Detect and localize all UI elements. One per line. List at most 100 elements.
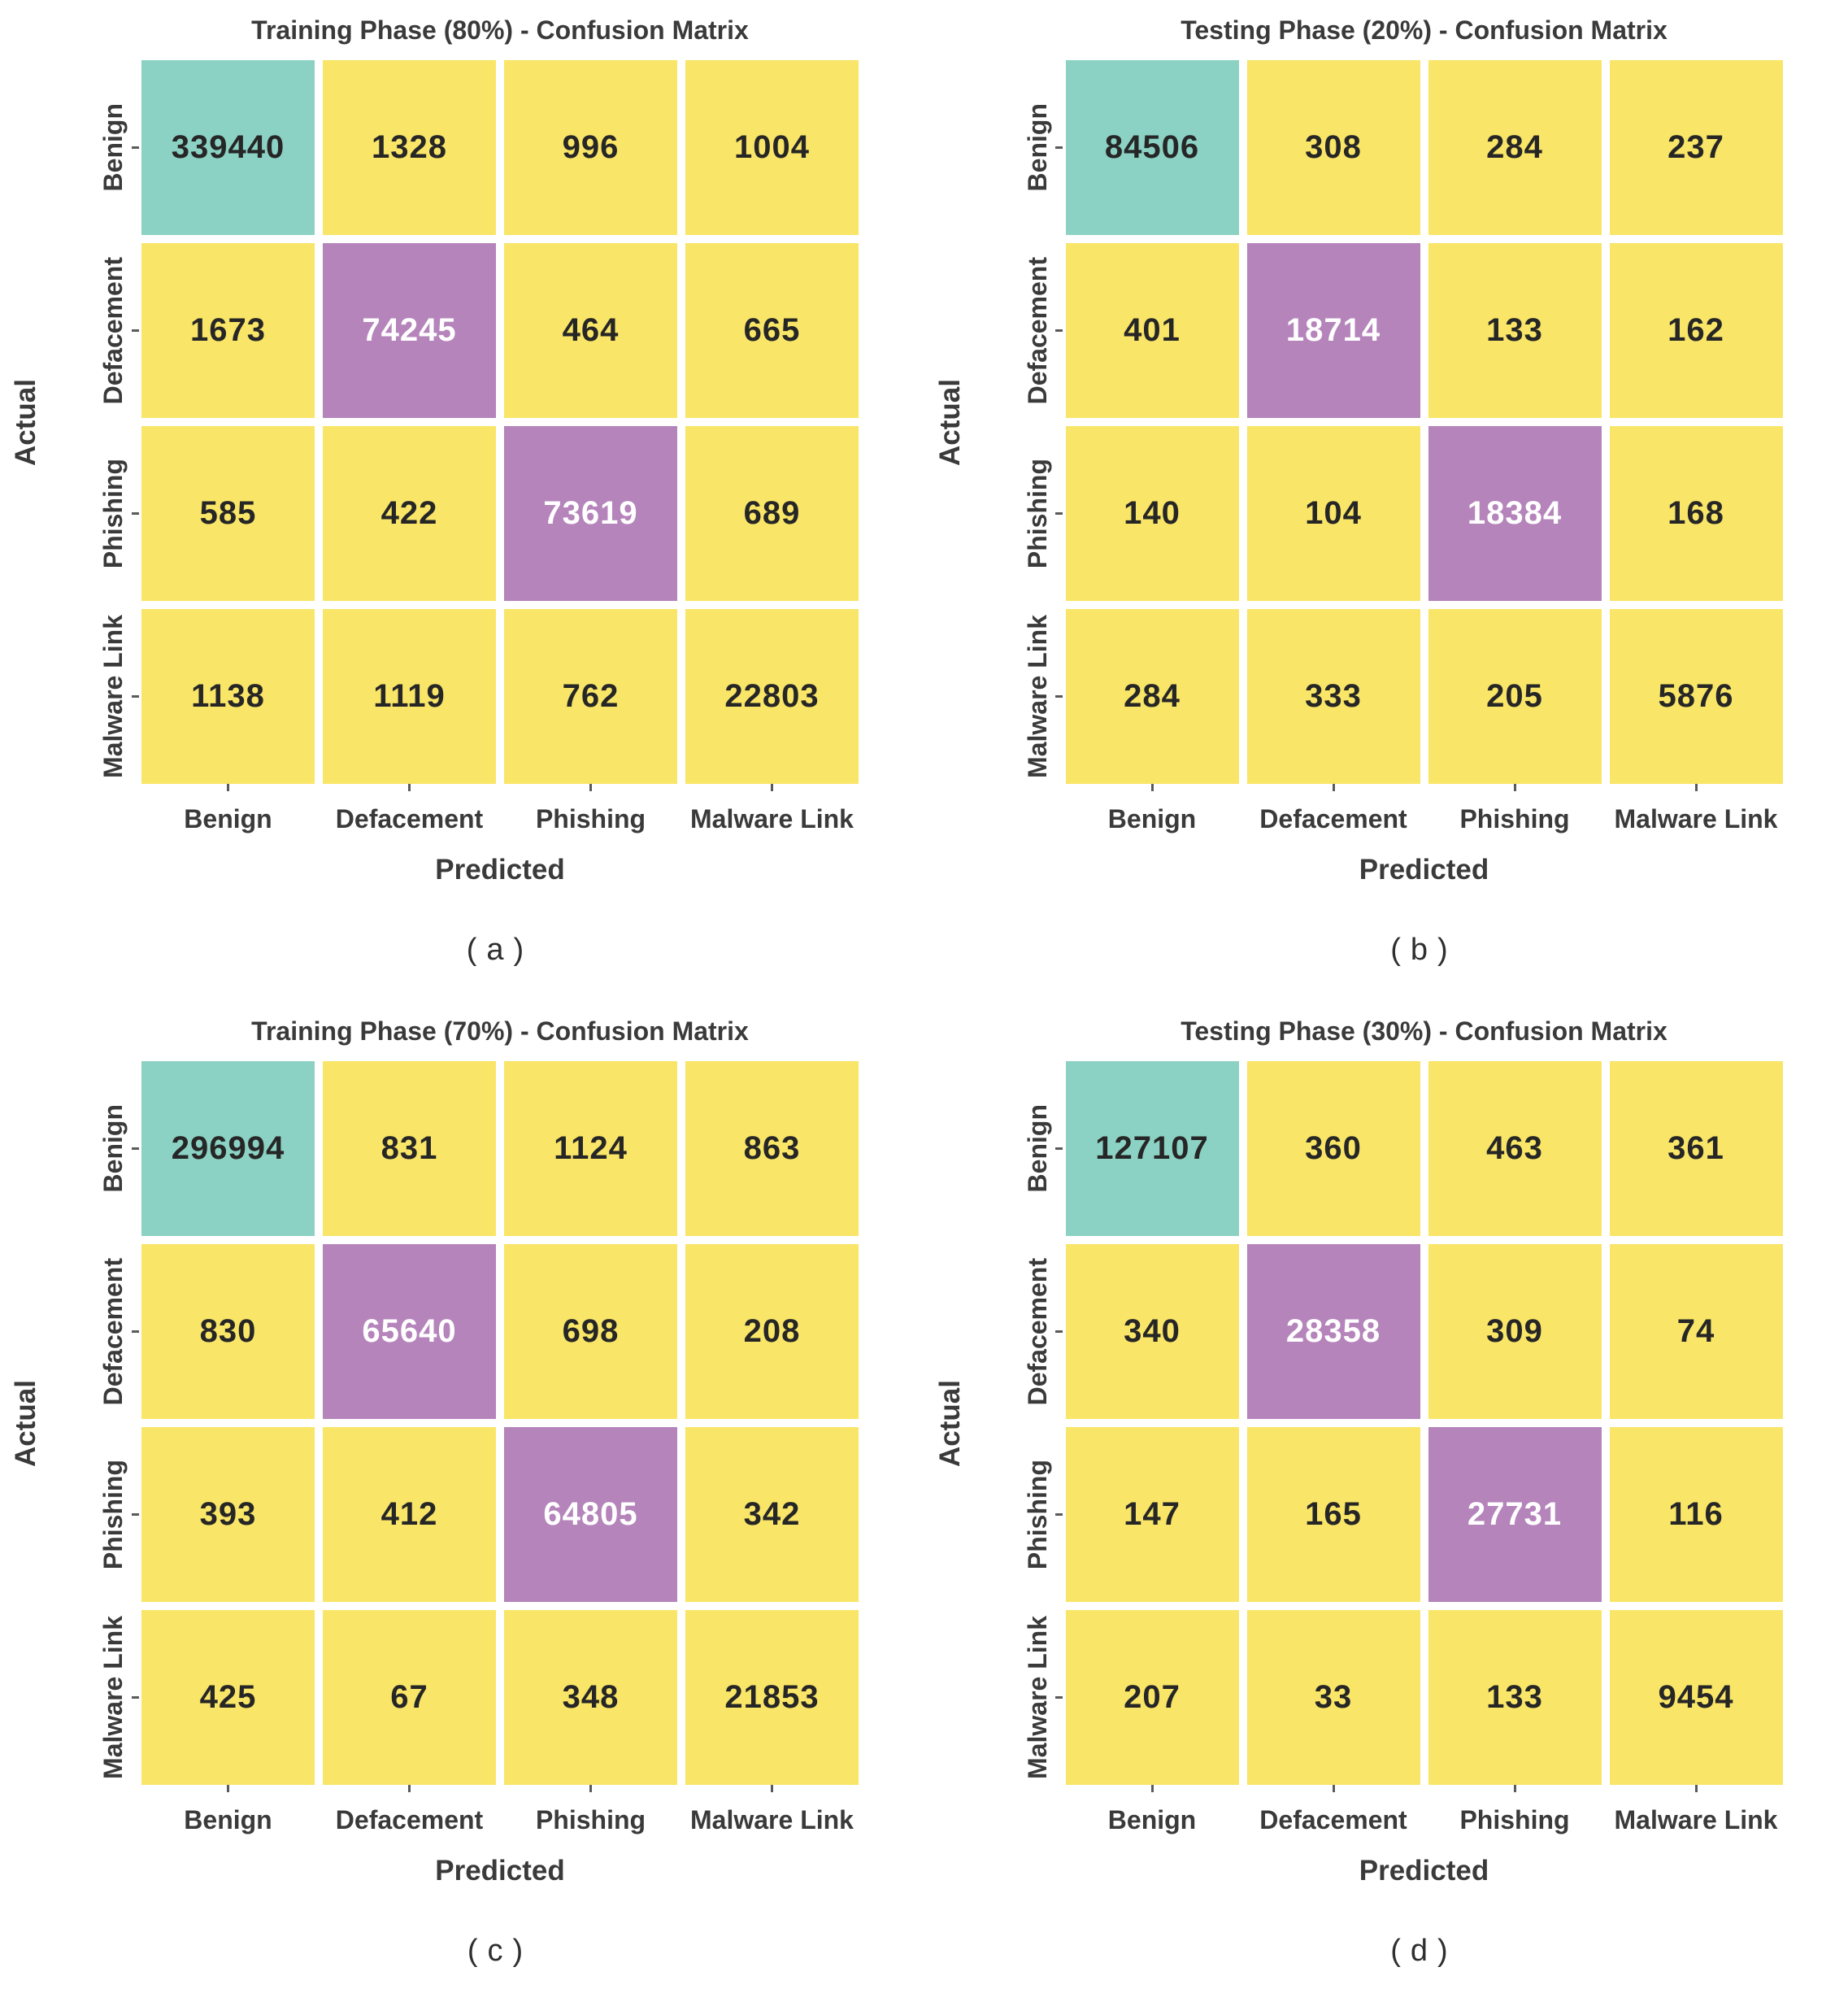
row-tick-mark (128, 60, 141, 235)
heatmap-cell: 205 (1428, 609, 1602, 784)
row-ticks (128, 60, 141, 784)
cell-value: 831 (380, 1130, 438, 1166)
column-tick-label: Benign (184, 803, 272, 833)
cell-value: 205 (1486, 678, 1543, 714)
heatmap-cell: 401 (1065, 243, 1239, 418)
column-labels: Benign Defacement Phishing Malware Link (141, 1798, 859, 1842)
column-ticks (141, 784, 859, 797)
tick-dash (131, 695, 139, 698)
heatmap-cell: 412 (323, 1427, 496, 1602)
tick-dash (1150, 784, 1154, 791)
tick-dash (131, 146, 139, 149)
column-tick-label: Malware Link (1614, 803, 1778, 833)
column-tick-label: Defacement (335, 1804, 484, 1834)
cell-value: 996 (562, 129, 620, 165)
cell-value: 665 (743, 312, 801, 348)
row-tick-mark (128, 1610, 141, 1785)
column-tick-label: Defacement (1259, 803, 1407, 833)
cell-value: 208 (743, 1313, 801, 1349)
cell-value: 133 (1486, 1679, 1543, 1715)
column-tick-label: Phishing (535, 803, 646, 833)
heatmap-cell: 67 (323, 1610, 496, 1785)
row-tick-label: Benign (52, 1061, 128, 1236)
cell-value: 698 (562, 1313, 620, 1349)
column-tick-mark (1247, 1785, 1420, 1798)
cell-value: 74 (1676, 1313, 1715, 1349)
row-tick-mark (1053, 1061, 1066, 1236)
row-tick-label-text: Malware Link (98, 1616, 128, 1779)
column-tick-mark (1247, 784, 1420, 797)
column-ticks (141, 1785, 859, 1798)
heatmap-cell: 207 (1065, 1610, 1239, 1785)
cell-value: 309 (1486, 1313, 1543, 1349)
cell-value: 74245 (362, 312, 457, 348)
cell-value: 168 (1668, 495, 1724, 531)
row-tick-label: Defacement (52, 1244, 128, 1419)
row-tick-label: Defacement (976, 243, 1053, 418)
heatmap-cell: 208 (685, 1244, 859, 1419)
row-tick-mark (1053, 1610, 1066, 1785)
heatmap-cell: 162 (1609, 243, 1783, 418)
heatmap-cell: 996 (504, 60, 677, 235)
tick-dash (131, 512, 139, 515)
cell-value: 360 (1305, 1130, 1362, 1166)
row-tick-mark (1053, 609, 1066, 784)
tick-dash (408, 1785, 411, 1792)
cell-value: 116 (1668, 1496, 1724, 1532)
heatmap-cell: 665 (685, 243, 859, 418)
panel-title: Training Phase (70%) - Confusion Matrix (251, 1016, 749, 1046)
cell-value: 127107 (1095, 1130, 1209, 1166)
tick-dash (589, 1785, 592, 1792)
column-tick-mark (323, 784, 496, 797)
heatmap-cell: 348 (504, 1610, 677, 1785)
cell-value: 133 (1486, 312, 1543, 348)
row-tick-label: Phishing (976, 426, 1053, 601)
cell-value: 422 (380, 495, 438, 531)
tick-dash (131, 1147, 139, 1150)
column-tick-mark (504, 1785, 677, 1798)
y-axis-label: Actual (0, 1061, 52, 1785)
heatmap-cell: 340 (1065, 1244, 1239, 1419)
column-tick-label: Malware Link (690, 803, 854, 833)
y-axis-label-text: Actual (933, 378, 966, 466)
row-tick-mark (128, 1244, 141, 1419)
tick-dash (771, 784, 773, 791)
heatmap-cell: 296994 (141, 1061, 315, 1236)
cell-value: 18714 (1285, 312, 1381, 348)
heatmap-cell: 309 (1428, 1244, 1602, 1419)
row-tick-label-text: Malware Link (1022, 1616, 1052, 1779)
heatmap-cell: 140 (1065, 426, 1239, 601)
heatmap-cell: 1124 (504, 1061, 677, 1236)
heatmap-cell: 425 (141, 1610, 315, 1785)
cell-value: 689 (743, 495, 801, 531)
column-tick-label: Phishing (1459, 1804, 1570, 1834)
column-tick-mark (504, 784, 677, 797)
row-tick-label: Benign (52, 60, 128, 235)
heatmap-cell: 74 (1609, 1244, 1783, 1419)
cell-value: 401 (1124, 312, 1181, 348)
row-tick-label: Malware Link (976, 1610, 1053, 1785)
cell-value: 5876 (1658, 678, 1734, 714)
row-ticks (1053, 1061, 1066, 1785)
row-tick-label: Phishing (52, 426, 128, 601)
tick-dash (1513, 784, 1516, 791)
heatmap-cell: 339440 (141, 60, 315, 235)
cell-value: 1119 (373, 678, 446, 714)
row-tick-label: Malware Link (52, 1610, 128, 1785)
cell-value: 18384 (1467, 495, 1563, 531)
cell-value: 463 (1486, 1130, 1543, 1166)
cell-value: 1138 (191, 678, 265, 714)
heatmap-cell: 165 (1246, 1427, 1420, 1602)
tick-dash (1332, 784, 1335, 791)
column-tick-label: Defacement (335, 803, 484, 833)
cell-value: 165 (1305, 1496, 1362, 1532)
cell-value: 84506 (1104, 129, 1200, 165)
heatmap-cell: 361 (1609, 1061, 1783, 1236)
row-tick-label: Defacement (52, 243, 128, 418)
row-tick-label: Defacement (976, 1244, 1053, 1419)
heatmap-cell: 689 (685, 426, 859, 601)
tick-dash (1055, 512, 1063, 515)
heatmap-cell: 333 (1246, 609, 1420, 784)
cell-value: 162 (1668, 312, 1724, 348)
